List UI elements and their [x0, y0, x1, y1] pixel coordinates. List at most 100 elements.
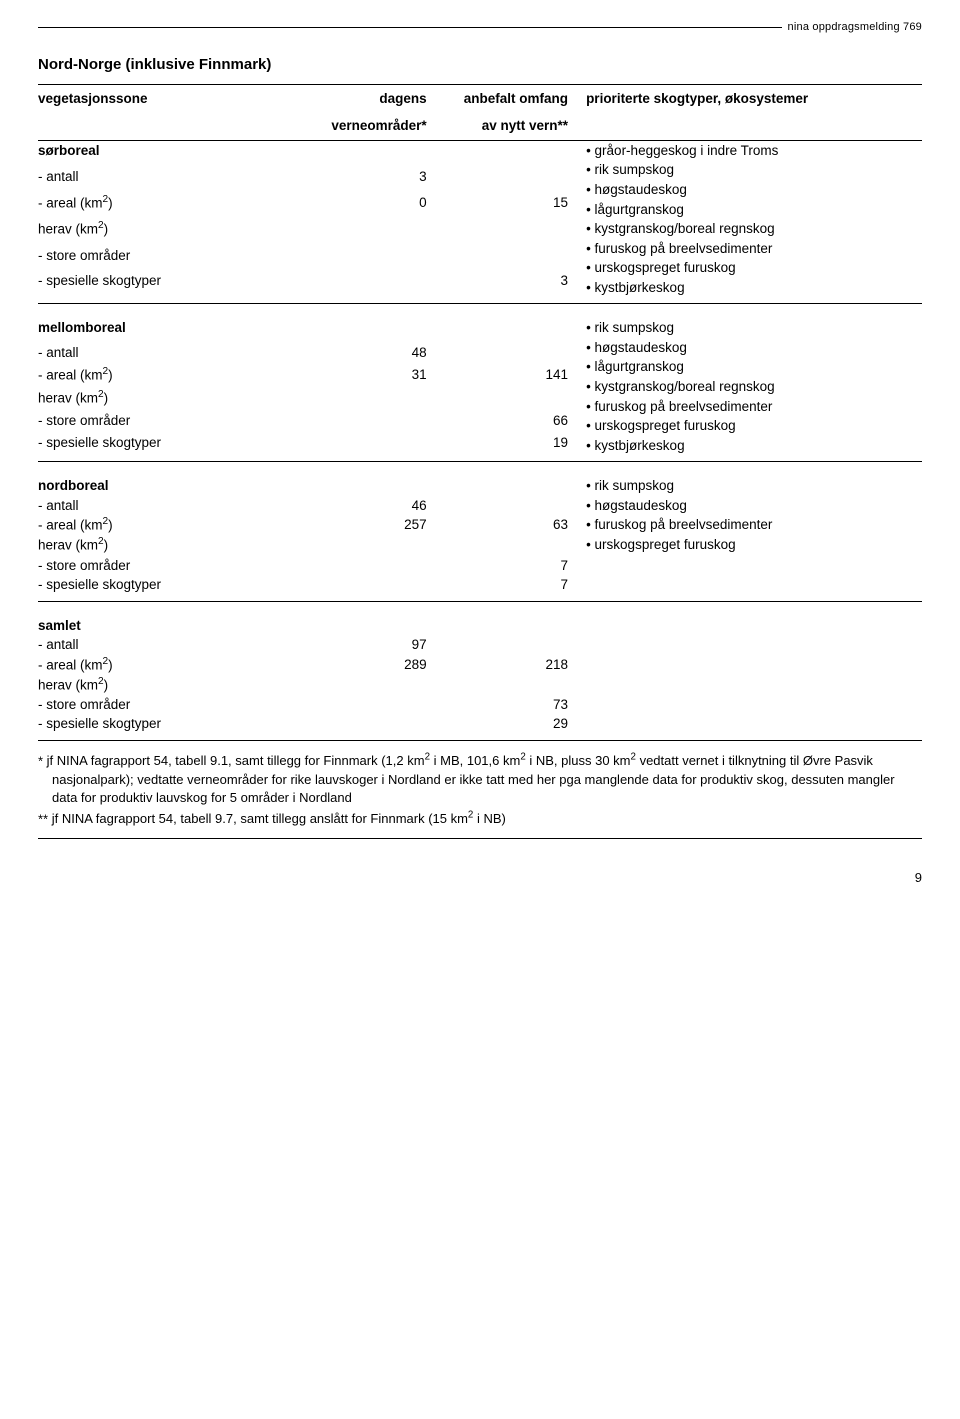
- ecosystem-item: lågurtgranskog: [586, 200, 918, 220]
- data-table: vegetasjonssone dagens anbefalt omfang p…: [38, 84, 922, 741]
- ecosystem-item: gråor-heggeskog i indre Troms: [586, 141, 918, 161]
- ecosystem-item: høgstaudeskog: [586, 496, 918, 516]
- value-recommended: 66: [445, 411, 586, 433]
- ecosystem-item: kystbjørkeskog: [586, 278, 918, 298]
- page-number: 9: [38, 869, 922, 888]
- ecosystem-item: høgstaudeskog: [586, 180, 918, 200]
- value-recommended: 7: [445, 556, 586, 576]
- value-recommended: [445, 246, 586, 272]
- row-label: - spesielle skogtyper: [38, 433, 330, 455]
- ecosystem-item: kystbjørkeskog: [586, 436, 918, 456]
- ecosystem-item: urskogspreget furuskog: [586, 416, 918, 436]
- row-label: herav (km2): [38, 675, 330, 695]
- footnotes: * jf NINA fagrapport 54, tabell 9.1, sam…: [38, 751, 922, 839]
- value-current: 46: [330, 496, 445, 516]
- footnote-1: * jf NINA fagrapport 54, tabell 9.1, sam…: [38, 751, 922, 807]
- ecosystem-list: rik sumpskoghøgstaudeskogfuruskog på bre…: [586, 462, 922, 595]
- value-current: [330, 219, 445, 245]
- value-current: [330, 433, 445, 455]
- ecosystem-item: lågurtgranskog: [586, 357, 918, 377]
- ecosystem-item: furuskog på breelvsedimenter: [586, 515, 918, 535]
- value-recommended: [445, 496, 586, 516]
- row-label: herav (km2): [38, 535, 330, 555]
- value-recommended: 15: [445, 193, 586, 219]
- row-label: - antall: [38, 635, 330, 655]
- section-title: samlet: [38, 601, 330, 635]
- ecosystem-item: furuskog på breelvsedimenter: [586, 239, 918, 259]
- value-current: 0: [330, 193, 445, 219]
- row-label: - areal (km2): [38, 193, 330, 219]
- value-current: [330, 271, 445, 297]
- value-recommended: [445, 535, 586, 555]
- value-recommended: [445, 388, 586, 411]
- value-current: 257: [330, 515, 445, 535]
- header-line: [38, 27, 782, 28]
- col-header-2a: dagens: [330, 84, 445, 112]
- row-label: - spesielle skogtyper: [38, 271, 330, 297]
- value-current: 289: [330, 655, 445, 675]
- value-current: [330, 388, 445, 411]
- col-header-1: vegetasjonssone: [38, 84, 330, 140]
- value-recommended: [445, 675, 586, 695]
- value-current: [330, 695, 445, 715]
- ecosystem-item: rik sumpskog: [586, 160, 918, 180]
- value-current: 31: [330, 365, 445, 388]
- value-recommended: [445, 343, 586, 365]
- section-title: mellomboreal: [38, 304, 330, 343]
- ecosystem-item: høgstaudeskog: [586, 338, 918, 358]
- value-current: [330, 675, 445, 695]
- value-recommended: 218: [445, 655, 586, 675]
- ecosystem-list: gråor-heggeskog i indre Tromsrik sumpsko…: [586, 140, 922, 297]
- value-current: [330, 714, 445, 734]
- value-current: [330, 556, 445, 576]
- ecosystem-item: urskogspreget furuskog: [586, 535, 918, 555]
- ecosystem-item: furuskog på breelvsedimenter: [586, 397, 918, 417]
- section-title: nordboreal: [38, 462, 330, 496]
- value-recommended: 29: [445, 714, 586, 734]
- value-recommended: 73: [445, 695, 586, 715]
- row-label: - store områder: [38, 695, 330, 715]
- ecosystem-item: rik sumpskog: [586, 318, 918, 338]
- value-recommended: [445, 219, 586, 245]
- row-label: - spesielle skogtyper: [38, 575, 330, 595]
- footnote-2: ** jf NINA fagrapport 54, tabell 9.7, sa…: [38, 809, 922, 829]
- row-label: - antall: [38, 496, 330, 516]
- row-label: - antall: [38, 167, 330, 193]
- ecosystem-item: kystgranskog/boreal regnskog: [586, 377, 918, 397]
- value-recommended: 7: [445, 575, 586, 595]
- header-rule: nina oppdragsmelding 769: [38, 20, 922, 36]
- row-label: - store områder: [38, 556, 330, 576]
- ecosystem-item: rik sumpskog: [586, 476, 918, 496]
- value-recommended: [445, 167, 586, 193]
- row-label: herav (km2): [38, 388, 330, 411]
- ecosystem-list: [586, 601, 922, 734]
- value-current: 97: [330, 635, 445, 655]
- col-header-3b: av nytt vern**: [445, 112, 586, 140]
- value-recommended: 19: [445, 433, 586, 455]
- ecosystem-item: kystgranskog/boreal regnskog: [586, 219, 918, 239]
- section-title: sørboreal: [38, 140, 330, 166]
- header-label: nina oppdragsmelding 769: [782, 20, 922, 36]
- col-header-3a: anbefalt omfang: [445, 84, 586, 112]
- row-label: - areal (km2): [38, 365, 330, 388]
- col-header-4: prioriterte skogtyper, økosystemer: [586, 84, 922, 140]
- value-current: [330, 246, 445, 272]
- row-label: - antall: [38, 343, 330, 365]
- value-current: [330, 575, 445, 595]
- row-label: - spesielle skogtyper: [38, 714, 330, 734]
- value-recommended: 3: [445, 271, 586, 297]
- page-title: Nord-Norge (inklusive Finnmark): [38, 54, 922, 76]
- value-recommended: 141: [445, 365, 586, 388]
- value-current: [330, 411, 445, 433]
- value-recommended: 63: [445, 515, 586, 535]
- row-label: - store områder: [38, 411, 330, 433]
- ecosystem-list: rik sumpskoghøgstaudeskoglågurtgranskogk…: [586, 304, 922, 455]
- row-label: - areal (km2): [38, 515, 330, 535]
- row-label: - store områder: [38, 246, 330, 272]
- row-label: herav (km2): [38, 219, 330, 245]
- row-label: - areal (km2): [38, 655, 330, 675]
- col-header-2b: verneområder*: [330, 112, 445, 140]
- value-current: 3: [330, 167, 445, 193]
- ecosystem-item: urskogspreget furuskog: [586, 258, 918, 278]
- value-recommended: [445, 635, 586, 655]
